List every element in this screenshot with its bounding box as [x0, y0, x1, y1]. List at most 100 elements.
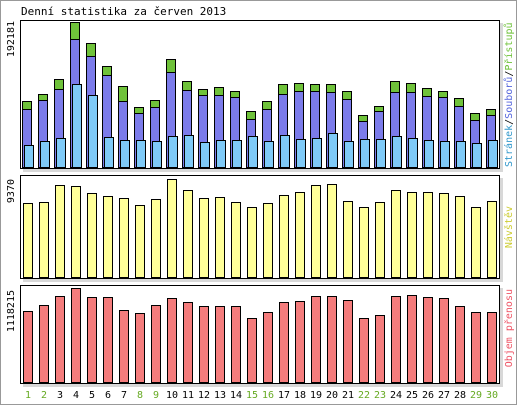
x-tick-label-day-24: 24	[390, 390, 402, 401]
x-tick-label-day-4: 4	[73, 390, 79, 401]
visits-bar-day-23	[375, 202, 385, 278]
pages-bar-day-10	[168, 136, 178, 168]
kbytes-bar-day-17	[279, 302, 289, 383]
legend-hits: Přístupů	[503, 22, 515, 70]
pages-bar-day-20	[328, 133, 338, 168]
visits-bar-day-4	[71, 186, 81, 278]
panel-frame	[20, 285, 500, 384]
x-tick-label-day-13: 13	[214, 390, 226, 401]
pages-bar-day-27	[440, 141, 450, 168]
visits-bar-day-16	[263, 203, 273, 278]
pages-bar-day-23	[376, 139, 386, 168]
visits-bar-day-17	[279, 195, 289, 278]
x-tick-label-day-17: 17	[278, 390, 290, 401]
pages-bar-day-12	[200, 142, 210, 168]
kbytes-bar-day-24	[391, 296, 401, 383]
pages-bar-day-21	[344, 141, 354, 168]
x-tick-label-day-16: 16	[262, 390, 274, 401]
pages-bar-day-30	[488, 140, 498, 168]
visits-bar-day-8	[135, 205, 145, 278]
visits-bar-day-11	[183, 190, 193, 278]
visits-bar-day-22	[359, 207, 369, 278]
visits-bar-day-13	[215, 197, 225, 278]
pages-bar-day-24	[392, 136, 402, 168]
y-max-label-kbytes: 1118215	[6, 290, 17, 332]
legend-visits: Návštěv	[503, 206, 515, 248]
kbytes-bar-day-3	[55, 296, 65, 383]
pages-bar-day-5	[88, 95, 98, 168]
kbytes-bar-day-8	[135, 313, 145, 383]
kbytes-bar-day-20	[327, 296, 337, 383]
x-tick-label-day-10: 10	[166, 390, 178, 401]
legend-pages: Stránek	[503, 125, 515, 167]
visits-bar-day-2	[39, 202, 49, 278]
pages-bar-day-3	[56, 138, 66, 168]
kbytes-bar-day-10	[167, 298, 177, 383]
pages-bar-day-26	[424, 140, 434, 168]
x-tick-label-day-25: 25	[406, 390, 418, 401]
kbytes-bar-day-11	[183, 302, 193, 383]
x-tick-label-day-21: 21	[342, 390, 354, 401]
x-tick-label-day-6: 6	[105, 390, 111, 401]
x-tick-label-day-2: 2	[41, 390, 47, 401]
x-tick-label-day-26: 26	[422, 390, 434, 401]
x-tick-label-day-3: 3	[57, 390, 63, 401]
visits-bar-day-7	[119, 198, 129, 278]
legend-sep1: /	[504, 71, 515, 77]
kbytes-bar-day-25	[407, 295, 417, 383]
pages-bar-day-7	[120, 140, 130, 168]
kbytes-bar-day-16	[263, 312, 273, 383]
pages-bar-day-18	[296, 139, 306, 168]
pages-bar-day-14	[232, 140, 242, 168]
kbytes-bar-day-15	[247, 318, 257, 383]
kbytes-bar-day-12	[199, 306, 209, 383]
pages-bar-day-17	[280, 135, 290, 168]
pages-bar-day-8	[136, 140, 146, 168]
kbytes-bar-day-22	[359, 318, 369, 383]
visits-bar-day-18	[295, 192, 305, 278]
pages-bar-day-6	[104, 137, 114, 168]
x-tick-label-day-29: 29	[470, 390, 482, 401]
x-axis-day-labels: 1 2 3 4 5 6 7 8 9 10 11 12 13 14 15 16 17 18 19 20 21 22 23 24 2…	[25, 390, 498, 401]
chart-title: Denní statistika za červen 2013	[21, 5, 226, 18]
x-tick-label-day-20: 20	[326, 390, 338, 401]
kbytes-bar-day-14	[231, 306, 241, 383]
chart-panels: 192181Stránek/Souborů/Přístupů9370Návště…	[6, 20, 515, 387]
panel-3: 1118215 Objem přenosu	[6, 285, 515, 387]
visits-bar-day-9	[151, 199, 161, 278]
legend-hits-files-pages: Stránek/Souborů/Přístupů	[503, 22, 515, 167]
pages-bar-day-29	[472, 143, 482, 168]
x-tick-label-day-1: 1	[25, 390, 31, 401]
visits-bar-day-27	[439, 193, 449, 278]
y-max-label-visits: 9370	[6, 179, 17, 203]
pages-bar-day-15	[248, 136, 258, 168]
x-tick-label-day-23: 23	[374, 390, 386, 401]
visits-bar-day-29	[471, 207, 481, 278]
pages-bar-day-11	[184, 135, 194, 168]
pages-bar-day-2	[40, 141, 50, 168]
kbytes-bar-day-29	[471, 312, 481, 383]
visits-bar-day-19	[311, 185, 321, 278]
x-tick-label-day-12: 12	[198, 390, 210, 401]
kbytes-bar-day-26	[423, 297, 433, 383]
kbytes-bar-day-23	[375, 315, 385, 383]
x-tick-label-day-19: 19	[310, 390, 322, 401]
visits-bar-day-10	[167, 179, 177, 278]
visits-bar-day-5	[87, 193, 97, 278]
visits-bar-day-12	[199, 198, 209, 278]
visits-bar-day-3	[55, 185, 65, 278]
pages-bar-day-1	[24, 145, 34, 168]
visits-bar-day-14	[231, 202, 241, 278]
visits-bar-day-20	[327, 184, 337, 278]
visits-bar-day-25	[407, 192, 417, 278]
x-tick-label-day-8: 8	[137, 390, 143, 401]
pages-bar-day-13	[216, 140, 226, 168]
x-tick-label-day-30: 30	[486, 390, 498, 401]
pages-bar-day-25	[408, 138, 418, 168]
x-tick-label-day-9: 9	[153, 390, 159, 401]
visits-bar-day-26	[423, 192, 433, 278]
x-tick-label-day-18: 18	[294, 390, 306, 401]
visits-bar-day-1	[23, 203, 33, 278]
kbytes-bar-day-30	[487, 312, 497, 383]
